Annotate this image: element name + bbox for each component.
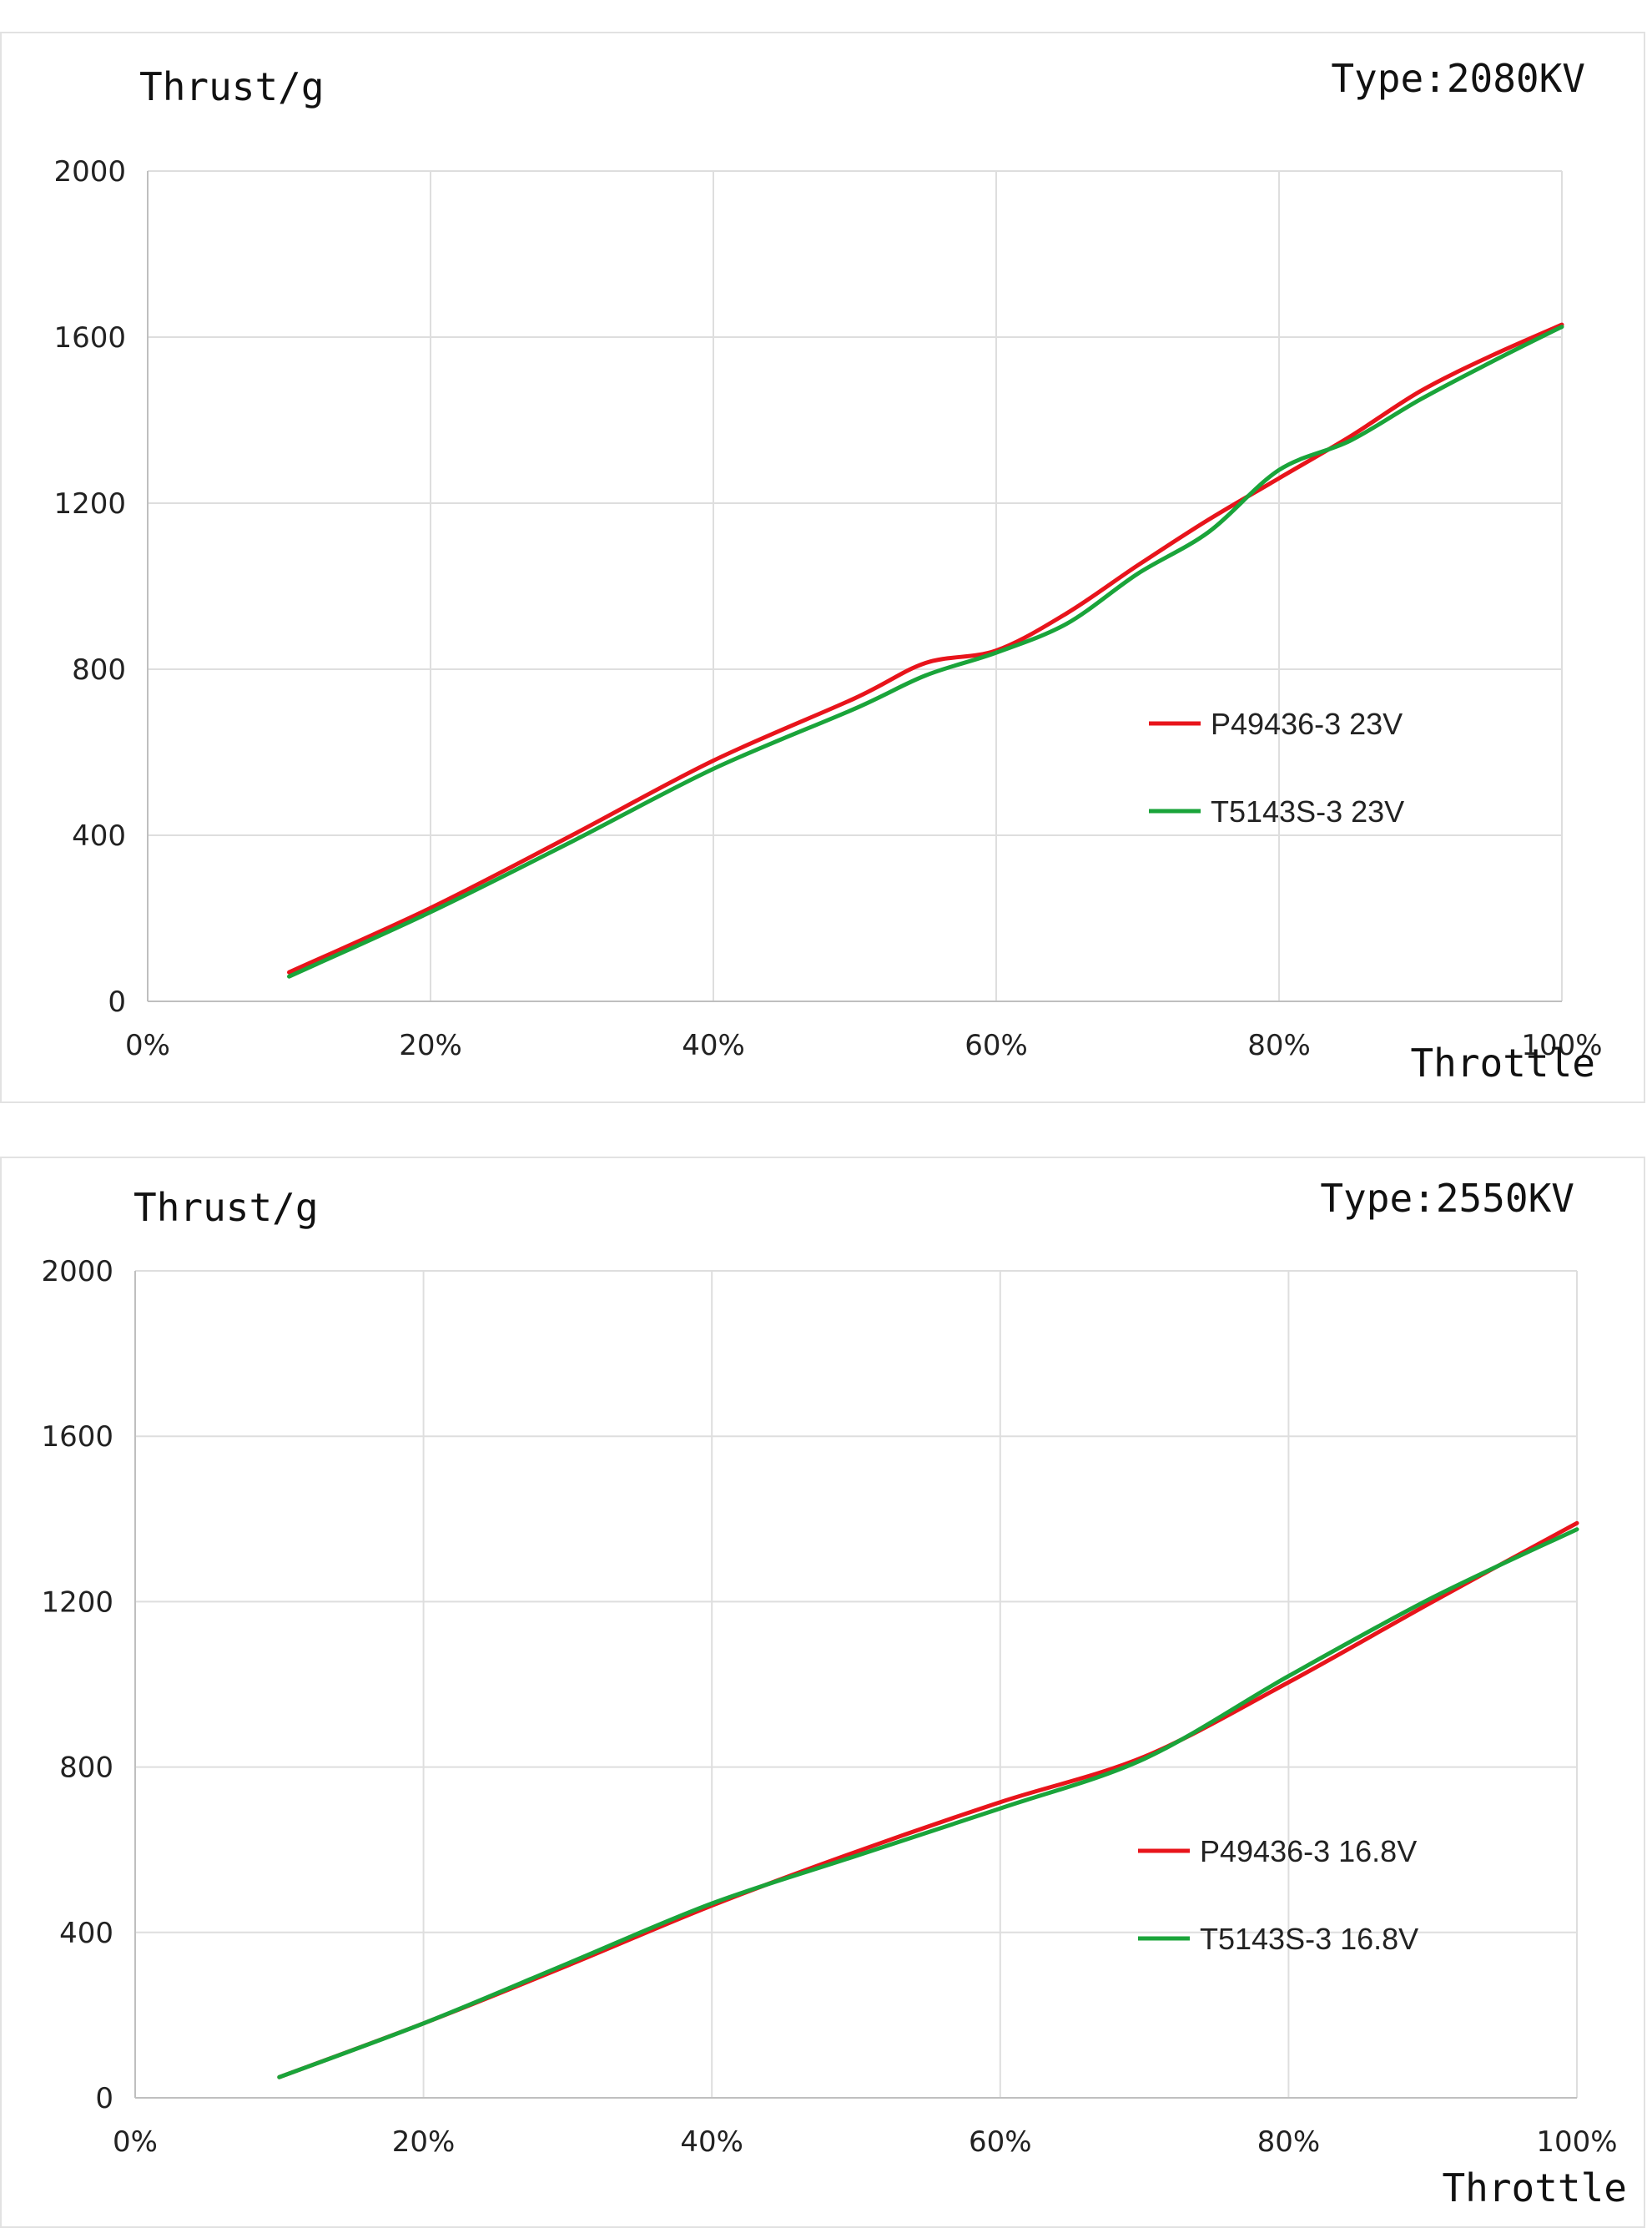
- chart-title: Type:2080KV: [1331, 56, 1585, 101]
- data-point: [1489, 360, 1493, 364]
- x-axis-label: Throttle: [1442, 2165, 1627, 2210]
- data-point: [712, 767, 715, 770]
- y-tick-label: 400: [72, 819, 126, 853]
- y-tick-label: 400: [59, 1917, 113, 1950]
- data-point: [924, 662, 927, 665]
- data-point: [1277, 468, 1281, 471]
- data-point: [854, 697, 856, 700]
- data-point: [712, 759, 715, 762]
- legend-label: T5143S-3 16.8V: [1200, 1922, 1418, 1956]
- legend: P49436-3 16.8V T5143S-3 16.8V: [1138, 1834, 1418, 1956]
- series-1: [287, 322, 1564, 975]
- y-tick-labels: 0 400 800 1200 1600 2000: [41, 1255, 113, 2115]
- y-tick-label: 0: [95, 2082, 113, 2115]
- x-tick-labels: 0% 20% 40% 60% 80% 100%: [125, 1029, 1603, 1062]
- y-tick-label: 1200: [53, 487, 126, 521]
- legend: P49436-3 23V T5143S-3 23V: [1149, 707, 1404, 829]
- data-point: [1287, 1675, 1290, 1678]
- data-point: [571, 834, 573, 837]
- thrust-chart-2550kv: 0 400 800 1200 1600 2000 0% 20% 40% 60% 80% 100% Thr…: [41, 1176, 1627, 2210]
- data-point: [288, 970, 290, 974]
- y-axis-label: Thrust/g: [139, 64, 325, 109]
- data-point: [710, 1902, 713, 1905]
- x-tick-label: 0%: [125, 1029, 170, 1062]
- data-point: [1431, 1595, 1434, 1599]
- y-axis-label: Thrust/g: [133, 1185, 319, 1230]
- data-point: [288, 975, 290, 978]
- chart-panel-2550kv: 0 400 800 1200 1600 2000 0% 20% 40% 60% 80% 100% Thr…: [0, 1157, 1645, 2228]
- data-point: [999, 1801, 1002, 1804]
- data-point: [429, 906, 432, 910]
- y-tick-label: 1600: [53, 321, 126, 355]
- data-point: [566, 1962, 569, 1965]
- data-point: [854, 707, 856, 710]
- x-tick-label: 20%: [392, 2125, 456, 2159]
- y-tick-label: 1600: [41, 1420, 113, 1454]
- y-tick-label: 2000: [53, 155, 126, 189]
- y-tick-labels: 0 400 800 1200 1600 2000: [53, 155, 126, 1019]
- data-point: [999, 1807, 1002, 1810]
- series-line: [287, 322, 1564, 975]
- x-tick-label: 60%: [965, 1029, 1028, 1062]
- grid: [148, 170, 1563, 1001]
- data-point: [1143, 1757, 1146, 1761]
- data-point: [1287, 1681, 1290, 1684]
- x-tick-label: 20%: [399, 1029, 462, 1062]
- series-line: [277, 1520, 1579, 2079]
- y-tick-label: 800: [59, 1752, 113, 1785]
- y-tick-label: 2000: [41, 1255, 113, 1288]
- data-point: [1348, 439, 1352, 442]
- data-point: [854, 1854, 858, 1857]
- data-point: [1575, 1521, 1579, 1525]
- legend-label: P49436-3 23V: [1211, 707, 1403, 741]
- y-tick-label: 0: [108, 985, 126, 1019]
- x-axis-label: Throttle: [1410, 1041, 1595, 1086]
- data-point: [1136, 564, 1139, 567]
- x-tick-label: 100%: [1521, 1029, 1602, 1062]
- series-line: [277, 1527, 1579, 2079]
- data-point: [1575, 1528, 1579, 1531]
- data-point: [278, 2075, 281, 2079]
- legend-label: T5143S-3 23V: [1211, 794, 1404, 829]
- series-2: [287, 325, 1564, 979]
- data-point: [1065, 622, 1069, 625]
- data-point: [1560, 325, 1564, 329]
- x-tick-label: 60%: [969, 2125, 1032, 2159]
- data-point: [1489, 354, 1493, 357]
- series-2: [277, 1527, 1579, 2079]
- data-point: [1431, 1600, 1434, 1603]
- data-point: [1348, 435, 1352, 438]
- data-point: [924, 673, 927, 677]
- x-tick-label: 0%: [113, 2125, 158, 2159]
- legend-label: P49436-3 16.8V: [1200, 1834, 1417, 1868]
- data-point: [1206, 518, 1210, 522]
- y-tick-label: 800: [72, 653, 126, 687]
- data-point: [429, 910, 432, 914]
- data-point: [854, 1850, 858, 1853]
- data-point: [1206, 531, 1210, 534]
- x-tick-labels: 0% 20% 40% 60% 80% 100%: [113, 2125, 1618, 2159]
- data-point: [1136, 572, 1139, 576]
- x-tick-label: 40%: [680, 2125, 743, 2159]
- data-point: [1277, 476, 1281, 480]
- y-tick-label: 1200: [41, 1585, 113, 1619]
- grid: [135, 1270, 1578, 2098]
- x-tick-label: 40%: [682, 1029, 745, 1062]
- data-point: [995, 651, 998, 654]
- x-tick-label: 100%: [1536, 2125, 1617, 2159]
- x-tick-label: 80%: [1247, 1029, 1311, 1062]
- series-1: [277, 1520, 1579, 2079]
- chart-title: Type:2550KV: [1320, 1176, 1574, 1221]
- x-tick-label: 80%: [1257, 2125, 1321, 2159]
- data-point: [422, 2022, 426, 2025]
- data-point: [1065, 612, 1069, 615]
- data-point: [571, 839, 573, 843]
- data-point: [1419, 398, 1422, 401]
- chart-panel-2080kv: 0 400 800 1200 1600 2000 0% 20% 40% 60% 80% 100% Thr…: [0, 32, 1645, 1103]
- data-point: [1419, 390, 1422, 393]
